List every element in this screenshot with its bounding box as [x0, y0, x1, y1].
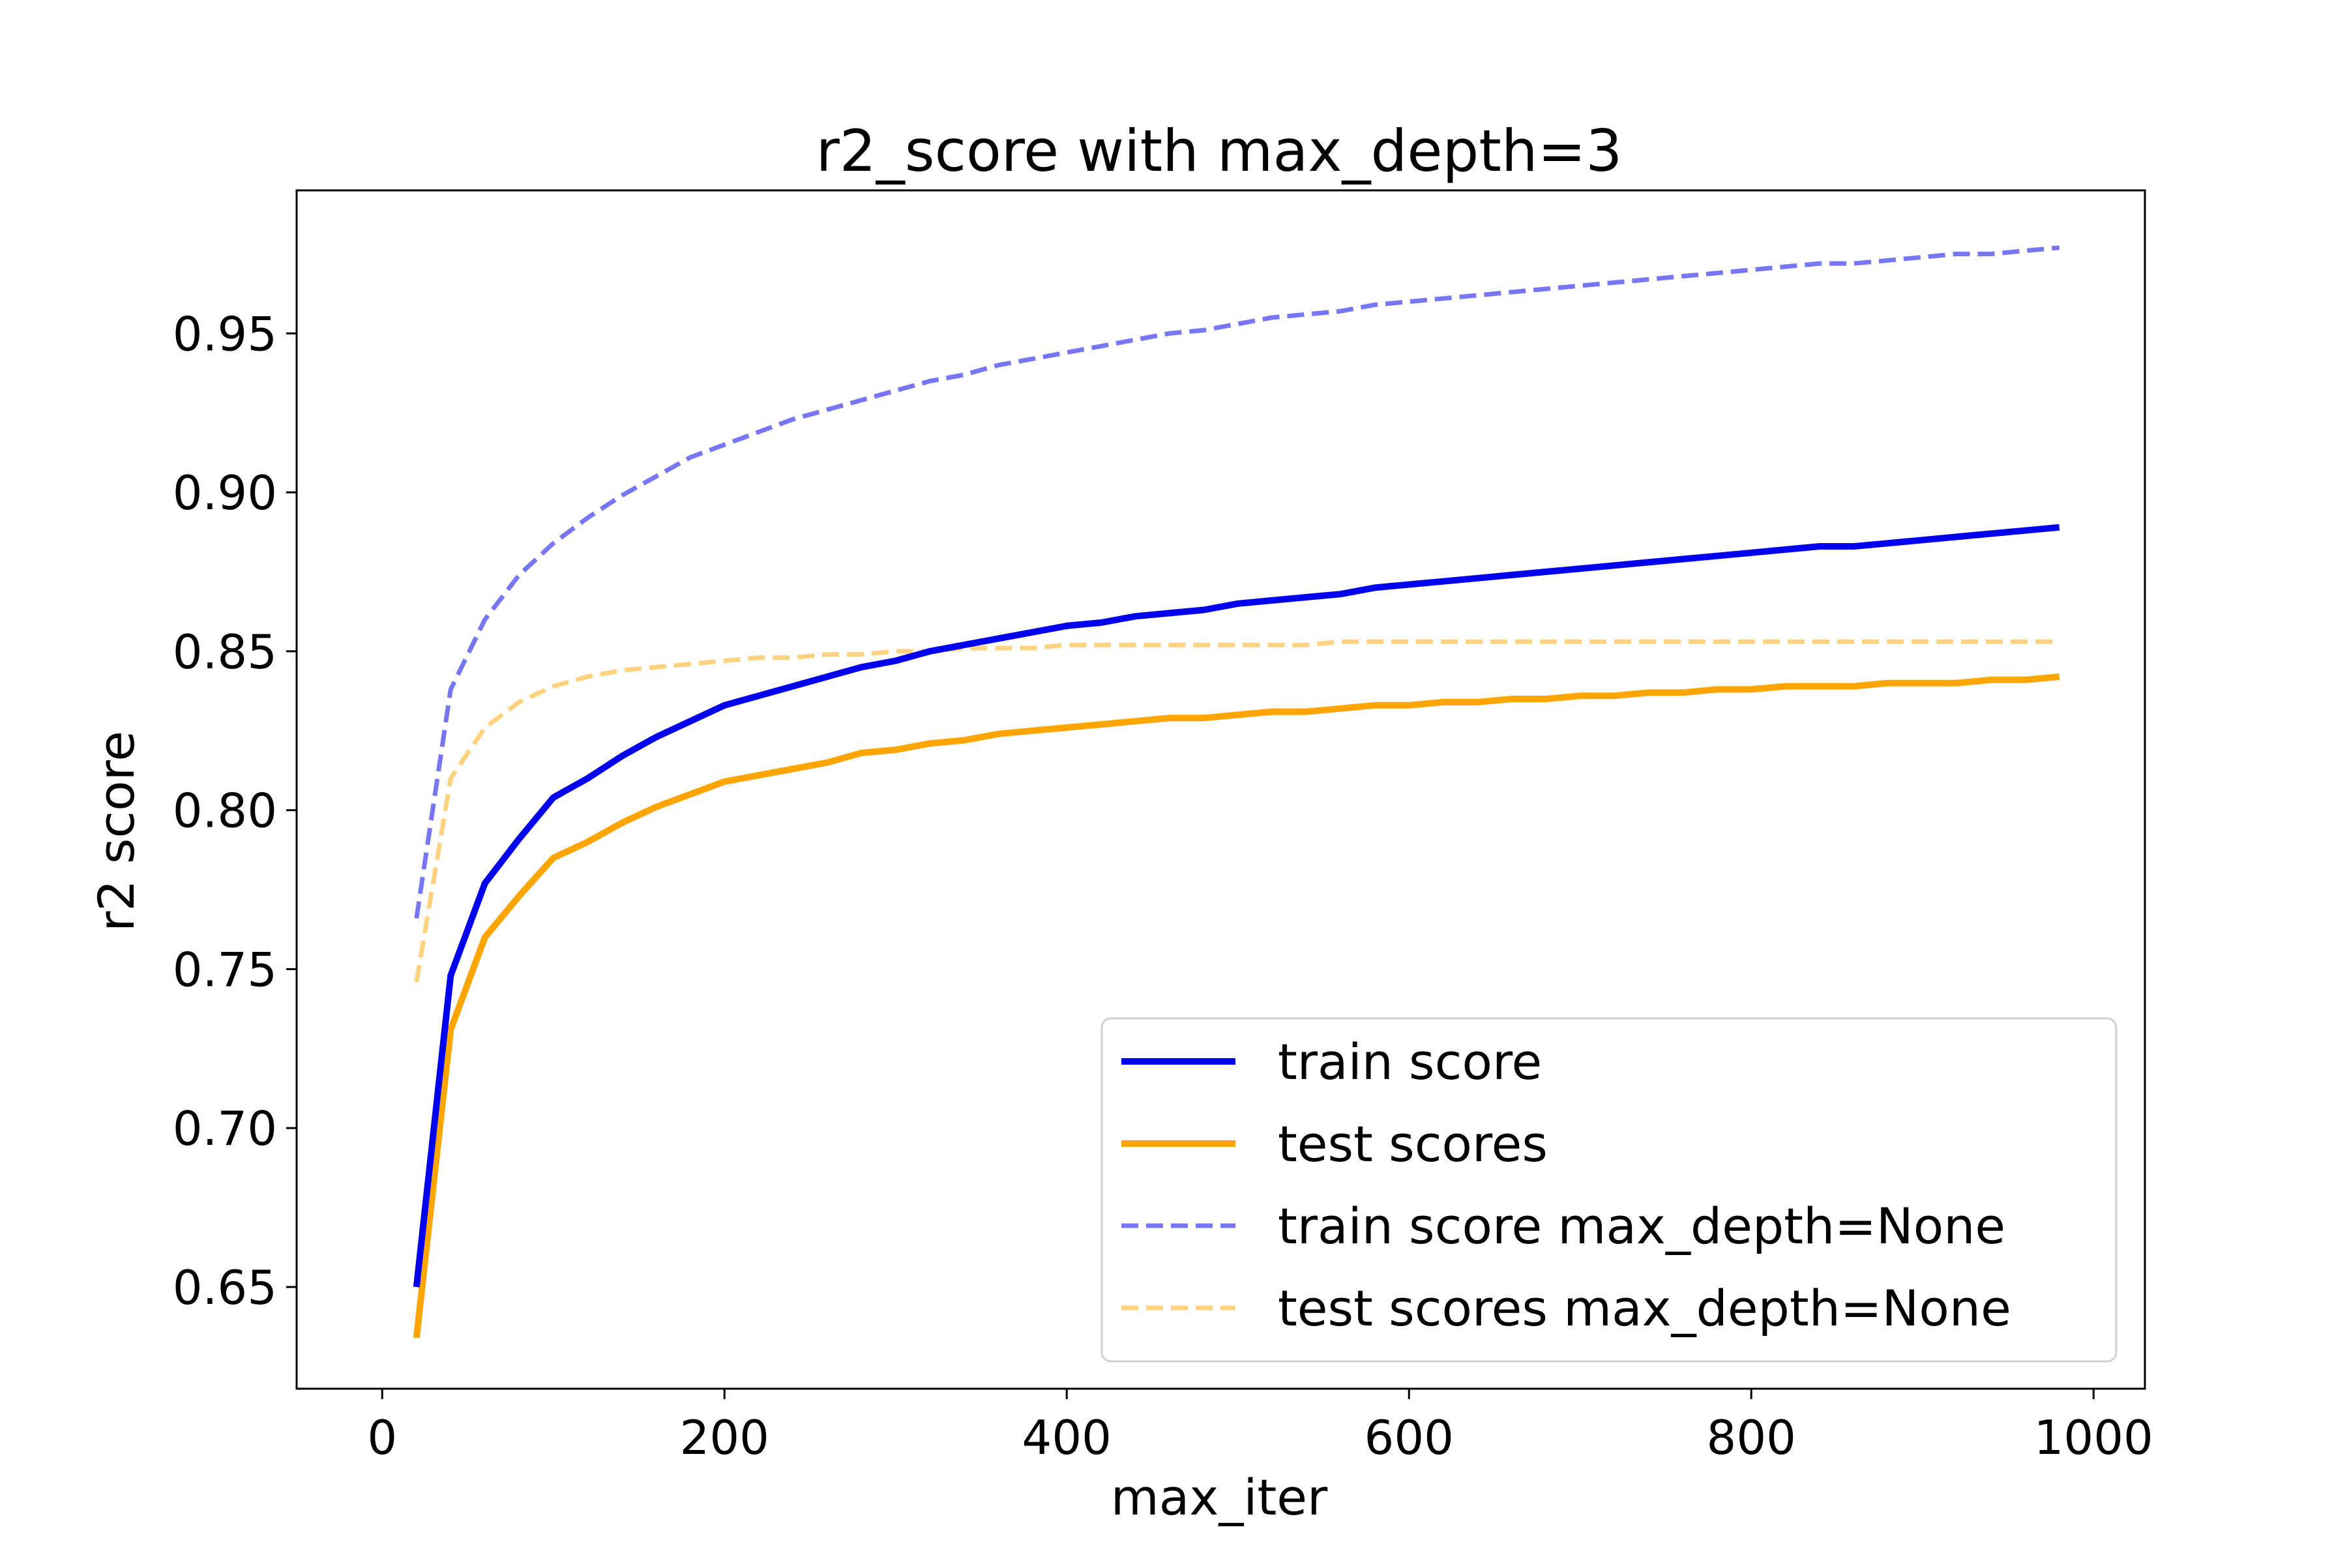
series-line-0 — [413, 524, 2060, 1288]
x-tick-label: 600 — [1365, 1410, 1454, 1465]
series-line-1 — [413, 673, 2060, 1339]
legend: train score test scores train score max_de… — [1100, 1017, 2118, 1363]
series-line-2 — [414, 245, 2060, 919]
chart-title: r2_score with max_depth=3 — [816, 117, 1623, 185]
x-tick-label: 0 — [367, 1410, 397, 1465]
x-tick-label: 200 — [680, 1410, 769, 1465]
plot-area-frame — [295, 189, 2146, 1390]
y-tick-label: 0.65 — [173, 1260, 277, 1315]
series-line-3 — [414, 639, 2059, 983]
x-tick-label: 1000 — [2034, 1410, 2153, 1465]
x-axis-label: max_iter — [1111, 1468, 1328, 1526]
y-tick-label: 0.75 — [173, 942, 277, 997]
legend-label: train score — [1278, 1033, 1542, 1091]
legend-label: test scores max_depth=None — [1278, 1279, 2011, 1337]
legend-box — [1100, 1017, 2118, 1363]
legend-label: test scores — [1278, 1115, 1548, 1173]
axis-ticks: 0 200 400 600 800 1000 0.65 0.70 0.75 0.80 0.85 0.9… — [173, 306, 2153, 1465]
x-tick-label: 400 — [1022, 1410, 1112, 1465]
y-tick-label: 0.85 — [173, 625, 277, 679]
series-lines — [413, 245, 2060, 1339]
y-tick-label: 0.95 — [173, 306, 277, 361]
y-tick-label: 0.70 — [173, 1101, 277, 1156]
y-tick-label: 0.90 — [173, 466, 277, 520]
y-tick-label: 0.80 — [173, 784, 277, 838]
legend-label: train score max_depth=None — [1278, 1197, 2005, 1255]
y-axis-label: r2 score — [87, 731, 145, 932]
x-tick-label: 800 — [1707, 1410, 1796, 1465]
